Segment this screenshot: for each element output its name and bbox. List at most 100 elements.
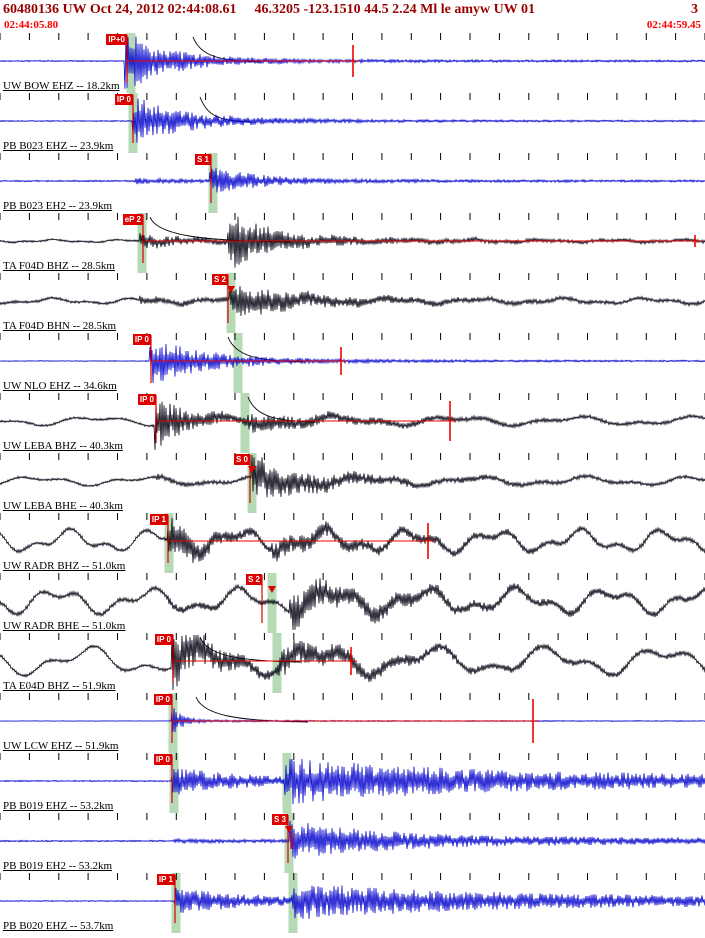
trace-row-3[interactable]: S 1 PB B023 EH2 -- 23.9km xyxy=(0,153,705,213)
trace-canvas[interactable] xyxy=(0,93,705,153)
pick-flag[interactable]: eP 2 xyxy=(122,214,143,226)
trace-label: TA F04D BHZ -- 28.5km xyxy=(3,260,115,272)
trace-canvas[interactable] xyxy=(0,213,705,273)
trace-row-10[interactable]: S 2 UW RADR BHE -- 51.0km xyxy=(0,573,705,633)
time-ticks xyxy=(0,813,705,820)
trace-row-4[interactable]: eP 2 TA F04D BHZ -- 28.5km xyxy=(0,213,705,273)
trace-label: UW RADR BHZ -- 51.0km xyxy=(3,560,126,572)
pick-flag[interactable]: IP 0 xyxy=(153,694,172,706)
time-ticks xyxy=(0,693,705,700)
trace-label: PB B019 EH2 -- 53.2km xyxy=(3,860,113,872)
trace-canvas[interactable] xyxy=(0,873,705,933)
pick-flag[interactable]: IP 0 xyxy=(154,634,173,646)
pick-flag[interactable]: S 2 xyxy=(211,274,228,286)
trace-canvas[interactable] xyxy=(0,573,705,633)
trace-label: UW NLO EHZ -- 34.6km xyxy=(3,380,117,392)
window-end-time: 02:44:59.45 xyxy=(646,19,701,31)
pick-flag[interactable]: IP 1 xyxy=(149,514,168,526)
phase-window-band xyxy=(267,573,277,633)
trace-canvas[interactable] xyxy=(0,153,705,213)
trace-label: TA E04D BHZ -- 51.9km xyxy=(3,680,116,692)
event-id-datetime: 60480136 UW Oct 24, 2012 02:44:08.61 xyxy=(3,2,237,17)
pick-flag[interactable]: IP 1 xyxy=(156,874,175,886)
waveform xyxy=(0,168,705,193)
waveform xyxy=(0,820,705,859)
trace-label: UW LEBA BHZ -- 40.3km xyxy=(3,440,123,452)
time-ticks xyxy=(0,153,705,160)
trace-label: PB B023 EHZ -- 23.9km xyxy=(3,140,114,152)
time-ticks xyxy=(0,873,705,880)
pick-flag[interactable]: S 1 xyxy=(194,154,211,166)
time-ticks xyxy=(0,213,705,220)
phase-window-band xyxy=(284,813,294,873)
trace-canvas[interactable] xyxy=(0,33,705,93)
waveform xyxy=(0,578,705,631)
trace-canvas[interactable] xyxy=(0,813,705,873)
pick-flag[interactable]: IP 0 xyxy=(153,754,172,766)
trace-canvas[interactable] xyxy=(0,513,705,573)
trace-label: PB B020 EHZ -- 53.7km xyxy=(3,920,114,932)
waveform xyxy=(0,758,705,805)
event-count: 3 xyxy=(691,2,698,17)
time-ticks xyxy=(0,753,705,760)
time-ticks xyxy=(0,93,705,100)
trace-canvas[interactable] xyxy=(0,633,705,693)
pick-flag[interactable]: IP+0 xyxy=(106,34,127,46)
trace-row-8[interactable]: S 0 UW LEBA BHE -- 40.3km xyxy=(0,453,705,513)
trace-list: IP+0 UW BOW EHZ -- 18.2km IP 0 PB B023 EHZ … xyxy=(0,33,705,933)
time-ticks xyxy=(0,633,705,640)
waveform xyxy=(0,98,705,143)
trace-canvas[interactable] xyxy=(0,273,705,333)
trace-canvas[interactable] xyxy=(0,453,705,513)
event-title: 60480136 UW Oct 24, 2012 02:44:08.61 46.… xyxy=(3,1,702,18)
waveform xyxy=(0,708,705,733)
pick-flag[interactable]: IP 0 xyxy=(114,94,133,106)
trace-label: UW RADR BHE -- 51.0km xyxy=(3,620,126,632)
trace-row-12[interactable]: IP 0 UW LCW EHZ -- 51.9km xyxy=(0,693,705,753)
trace-row-13[interactable]: IP 0 PB B019 EHZ -- 53.2km xyxy=(0,753,705,813)
s-pick-triangle xyxy=(268,586,276,593)
trace-row-5[interactable]: S 2 TA F04D BHN -- 28.5km xyxy=(0,273,705,333)
pick-flag[interactable]: IP 0 xyxy=(132,334,151,346)
trace-label: PB B019 EHZ -- 53.2km xyxy=(3,800,114,812)
time-ticks xyxy=(0,333,705,340)
pick-flag[interactable]: S 0 xyxy=(233,454,250,466)
phase-window-band xyxy=(233,333,243,393)
trace-row-15[interactable]: IP 1 PB B020 EHZ -- 53.7km xyxy=(0,873,705,933)
pick-flag[interactable]: S 3 xyxy=(271,814,288,826)
time-range: 02:44:05.80 02:44:59.45 xyxy=(3,18,702,33)
s-pick-triangle xyxy=(285,826,293,833)
trace-row-1[interactable]: IP+0 UW BOW EHZ -- 18.2km xyxy=(0,33,705,93)
trace-canvas[interactable] xyxy=(0,393,705,453)
phase-window-band xyxy=(272,633,282,693)
coda-decay-curve xyxy=(247,396,316,423)
trace-row-6[interactable]: IP 0 UW NLO EHZ -- 34.6km xyxy=(0,333,705,393)
trace-label: PB B023 EH2 -- 23.9km xyxy=(3,200,113,212)
s-pick-triangle xyxy=(227,286,235,293)
trace-label: UW LEBA BHE -- 40.3km xyxy=(3,500,123,512)
trace-canvas[interactable] xyxy=(0,693,705,753)
phase-window-band xyxy=(247,453,257,513)
trace-row-7[interactable]: IP 0 UW LEBA BHZ -- 40.3km xyxy=(0,393,705,453)
time-ticks xyxy=(0,573,705,580)
trace-label: UW LCW EHZ -- 51.9km xyxy=(3,740,119,752)
coda-decay-curve xyxy=(195,696,309,723)
trace-canvas[interactable] xyxy=(0,753,705,813)
coda-decay-curve xyxy=(199,96,251,123)
coda-decay-curve xyxy=(149,216,291,243)
phase-window-band xyxy=(171,873,181,933)
phase-window-band xyxy=(137,213,147,273)
waveform xyxy=(0,454,705,498)
window-start-time: 02:44:05.80 xyxy=(4,19,59,31)
trace-row-11[interactable]: IP 0 TA E04D BHZ -- 51.9km xyxy=(0,633,705,693)
event-location-magnitude: 46.3205 -123.1510 44.5 2.24 Ml le amyw U… xyxy=(254,2,535,17)
time-ticks xyxy=(0,393,705,400)
trace-row-9[interactable]: IP 1 UW RADR BHZ -- 51.0km xyxy=(0,513,705,573)
trace-row-14[interactable]: S 3 PB B019 EH2 -- 53.2km xyxy=(0,813,705,873)
pick-flag[interactable]: IP 0 xyxy=(137,394,156,406)
pick-flag[interactable]: S 2 xyxy=(245,574,262,586)
waveform xyxy=(0,401,705,451)
waveform xyxy=(0,634,705,691)
time-ticks xyxy=(0,513,705,520)
trace-row-2[interactable]: IP 0 PB B023 EHZ -- 23.9km xyxy=(0,93,705,153)
